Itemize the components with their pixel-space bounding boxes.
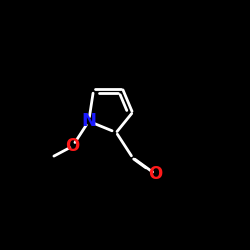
- Text: O: O: [66, 137, 80, 155]
- Text: N: N: [81, 112, 96, 130]
- Text: O: O: [148, 165, 162, 183]
